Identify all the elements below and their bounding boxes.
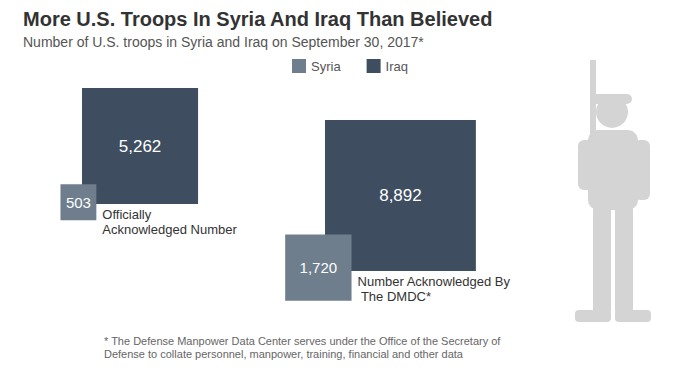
svg-text:Number Acknowledged By: Number Acknowledged By xyxy=(358,274,511,289)
svg-text:Acknowledged Number: Acknowledged Number xyxy=(102,222,237,237)
svg-text:* The Defense Manpower Data Ce: * The Defense Manpower Data Center serve… xyxy=(104,335,503,347)
svg-text:503: 503 xyxy=(66,194,91,211)
svg-text:1,720: 1,720 xyxy=(300,259,338,276)
svg-text:8,892: 8,892 xyxy=(379,186,422,205)
svg-text:Iraq: Iraq xyxy=(386,59,408,74)
svg-text:The DMDC*: The DMDC* xyxy=(358,289,431,304)
svg-text:Defense to collate personnel,: Defense to collate personnel, manpower, … xyxy=(104,348,464,360)
svg-text:Syria: Syria xyxy=(311,59,341,74)
svg-text:5,262: 5,262 xyxy=(119,137,162,156)
svg-text:Number of U.S. troops in Syria: Number of U.S. troops in Syria and Iraq … xyxy=(23,34,424,50)
svg-text:More U.S. Troops In Syria And: More U.S. Troops In Syria And Iraq Than … xyxy=(23,8,492,30)
svg-text:Officially: Officially xyxy=(102,207,155,222)
